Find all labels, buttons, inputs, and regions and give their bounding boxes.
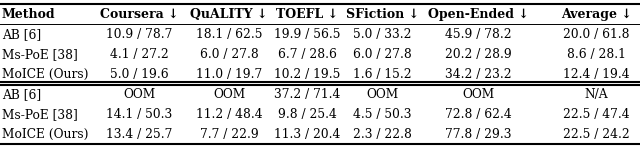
Text: SFiction ↓: SFiction ↓: [346, 8, 419, 21]
Text: 8.6 / 28.1: 8.6 / 28.1: [567, 48, 626, 61]
Text: 19.9 / 56.5: 19.9 / 56.5: [274, 28, 340, 41]
Text: 6.7 / 28.6: 6.7 / 28.6: [278, 48, 337, 61]
Text: N/A: N/A: [585, 88, 608, 101]
Text: 18.1 / 62.5: 18.1 / 62.5: [196, 28, 262, 41]
Text: MoICE (Ours): MoICE (Ours): [2, 68, 88, 81]
Text: OOM: OOM: [463, 88, 495, 101]
Text: OOM: OOM: [367, 88, 399, 101]
Text: 12.4 / 19.4: 12.4 / 19.4: [563, 68, 630, 81]
Text: Coursera ↓: Coursera ↓: [100, 8, 179, 21]
Text: Ms-PoE [38]: Ms-PoE [38]: [2, 108, 77, 121]
Text: 1.6 / 15.2: 1.6 / 15.2: [353, 68, 412, 81]
Text: Open-Ended ↓: Open-Ended ↓: [428, 8, 529, 21]
Text: 10.2 / 19.5: 10.2 / 19.5: [274, 68, 340, 81]
Text: 20.0 / 61.8: 20.0 / 61.8: [563, 28, 630, 41]
Text: 9.8 / 25.4: 9.8 / 25.4: [278, 108, 337, 121]
Text: 5.0 / 19.6: 5.0 / 19.6: [110, 68, 169, 81]
Text: 2.3 / 22.8: 2.3 / 22.8: [353, 128, 412, 141]
Text: 37.2 / 71.4: 37.2 / 71.4: [274, 88, 340, 101]
Text: 6.0 / 27.8: 6.0 / 27.8: [353, 48, 412, 61]
Text: AB [6]: AB [6]: [2, 88, 41, 101]
Text: Ms-PoE [38]: Ms-PoE [38]: [2, 48, 77, 61]
Text: 4.5 / 50.3: 4.5 / 50.3: [353, 108, 412, 121]
Text: 7.7 / 22.9: 7.7 / 22.9: [200, 128, 259, 141]
Text: 22.5 / 24.2: 22.5 / 24.2: [563, 128, 630, 141]
Text: QuALITY ↓: QuALITY ↓: [190, 8, 268, 21]
Text: 45.9 / 78.2: 45.9 / 78.2: [445, 28, 512, 41]
Text: 11.2 / 48.4: 11.2 / 48.4: [196, 108, 262, 121]
Text: 20.2 / 28.9: 20.2 / 28.9: [445, 48, 512, 61]
Text: 6.0 / 27.8: 6.0 / 27.8: [200, 48, 259, 61]
Text: TOEFL ↓: TOEFL ↓: [276, 8, 339, 21]
Text: Method: Method: [2, 8, 56, 21]
Text: 22.5 / 47.4: 22.5 / 47.4: [563, 108, 630, 121]
Text: 13.4 / 25.7: 13.4 / 25.7: [106, 128, 173, 141]
Text: OOM: OOM: [213, 88, 245, 101]
Text: 4.1 / 27.2: 4.1 / 27.2: [110, 48, 169, 61]
Text: AB [6]: AB [6]: [2, 28, 41, 41]
Text: 14.1 / 50.3: 14.1 / 50.3: [106, 108, 173, 121]
Text: 77.8 / 29.3: 77.8 / 29.3: [445, 128, 512, 141]
Text: 11.3 / 20.4: 11.3 / 20.4: [274, 128, 340, 141]
Text: Average ↓: Average ↓: [561, 8, 632, 21]
Text: 10.9 / 78.7: 10.9 / 78.7: [106, 28, 173, 41]
Text: MoICE (Ours): MoICE (Ours): [2, 128, 88, 141]
Text: OOM: OOM: [124, 88, 156, 101]
Text: 72.8 / 62.4: 72.8 / 62.4: [445, 108, 512, 121]
Text: 5.0 / 33.2: 5.0 / 33.2: [353, 28, 412, 41]
Text: 11.0 / 19.7: 11.0 / 19.7: [196, 68, 262, 81]
Text: 34.2 / 23.2: 34.2 / 23.2: [445, 68, 512, 81]
